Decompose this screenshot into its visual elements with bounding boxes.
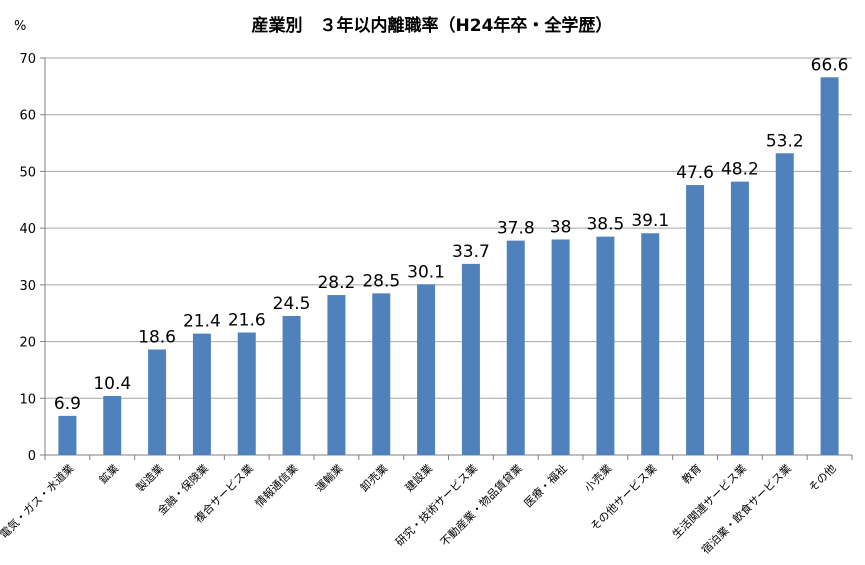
bar [686, 185, 705, 456]
y-axis-unit-label: % [14, 19, 26, 34]
data-label: 39.1 [631, 211, 669, 231]
data-label: 21.6 [228, 310, 266, 330]
x-category-label: 宿泊業・飲食サービス業 [698, 461, 793, 556]
data-label: 53.2 [766, 131, 804, 151]
data-label: 21.4 [183, 312, 221, 332]
y-tick-label: 70 [19, 52, 36, 67]
y-tick-label: 0 [28, 449, 36, 464]
x-category-label: 電気・ガス・水道業 [0, 461, 77, 541]
data-label: 28.5 [362, 271, 400, 291]
data-label: 24.5 [273, 294, 311, 314]
bar [775, 153, 794, 455]
data-label: 18.6 [138, 328, 176, 348]
data-label: 66.6 [811, 55, 849, 75]
y-tick-label: 40 [19, 222, 36, 237]
x-category-label: 医療・福祉 [521, 461, 570, 510]
y-tick-label: 20 [19, 336, 36, 351]
bar [237, 332, 256, 455]
x-category-label: 建設業 [402, 461, 435, 494]
bar [461, 263, 480, 455]
data-label: 48.2 [721, 160, 759, 180]
x-category-label: 情報通信業 [253, 462, 301, 510]
bars [58, 77, 839, 456]
x-category-label: 製造業 [133, 461, 166, 494]
data-label: 10.4 [93, 374, 131, 394]
chart-title: 産業別 ３年以内離職率（H24年卒・全学歴） [252, 15, 613, 36]
x-category-label: 不動産業・物品賃貸業 [437, 461, 525, 549]
data-label: 30.1 [407, 262, 445, 282]
bar [103, 396, 122, 455]
bar [58, 415, 77, 455]
x-category-label: 運輸業 [312, 461, 345, 494]
data-label: 47.6 [676, 163, 714, 183]
data-label: 6.9 [54, 394, 81, 414]
bar [192, 333, 211, 455]
bar [506, 240, 525, 455]
x-category-label: 卸売業 [357, 461, 390, 494]
x-category-label: 研究・技術サービス業 [392, 461, 480, 549]
bar [730, 181, 749, 455]
data-label: 38 [550, 217, 572, 237]
bar [372, 293, 391, 455]
data-label: 38.5 [586, 215, 624, 235]
bar [820, 77, 839, 455]
x-category-label: 生活関連サービス業 [669, 461, 749, 541]
x-category-label: その他 [806, 462, 839, 495]
data-label: 33.7 [452, 242, 490, 262]
data-label: 37.8 [497, 219, 535, 239]
y-tick-label: 30 [19, 279, 36, 294]
y-tick-label: 60 [19, 109, 36, 124]
data-labels: 6.9 10.4 18.6 21.4 21.6 24.5 28.2 28.5 30.1 33.7 3… [54, 55, 849, 414]
bar [282, 316, 301, 455]
x-category-label: 小売業 [582, 462, 615, 495]
axes: 0 10 20 30 40 50 60 70 [19, 52, 853, 464]
bar [641, 233, 660, 455]
x-category-label: 鉱業 [96, 461, 121, 486]
x-category-label: 教育 [679, 461, 704, 486]
bar [551, 239, 570, 455]
bar [417, 284, 436, 455]
bar [596, 236, 615, 455]
bar [148, 349, 167, 455]
data-label: 28.2 [317, 273, 355, 293]
y-tick-label: 10 [19, 392, 36, 407]
gridlines [45, 57, 852, 456]
y-tick-label: 50 [19, 165, 36, 180]
bar [327, 295, 346, 455]
